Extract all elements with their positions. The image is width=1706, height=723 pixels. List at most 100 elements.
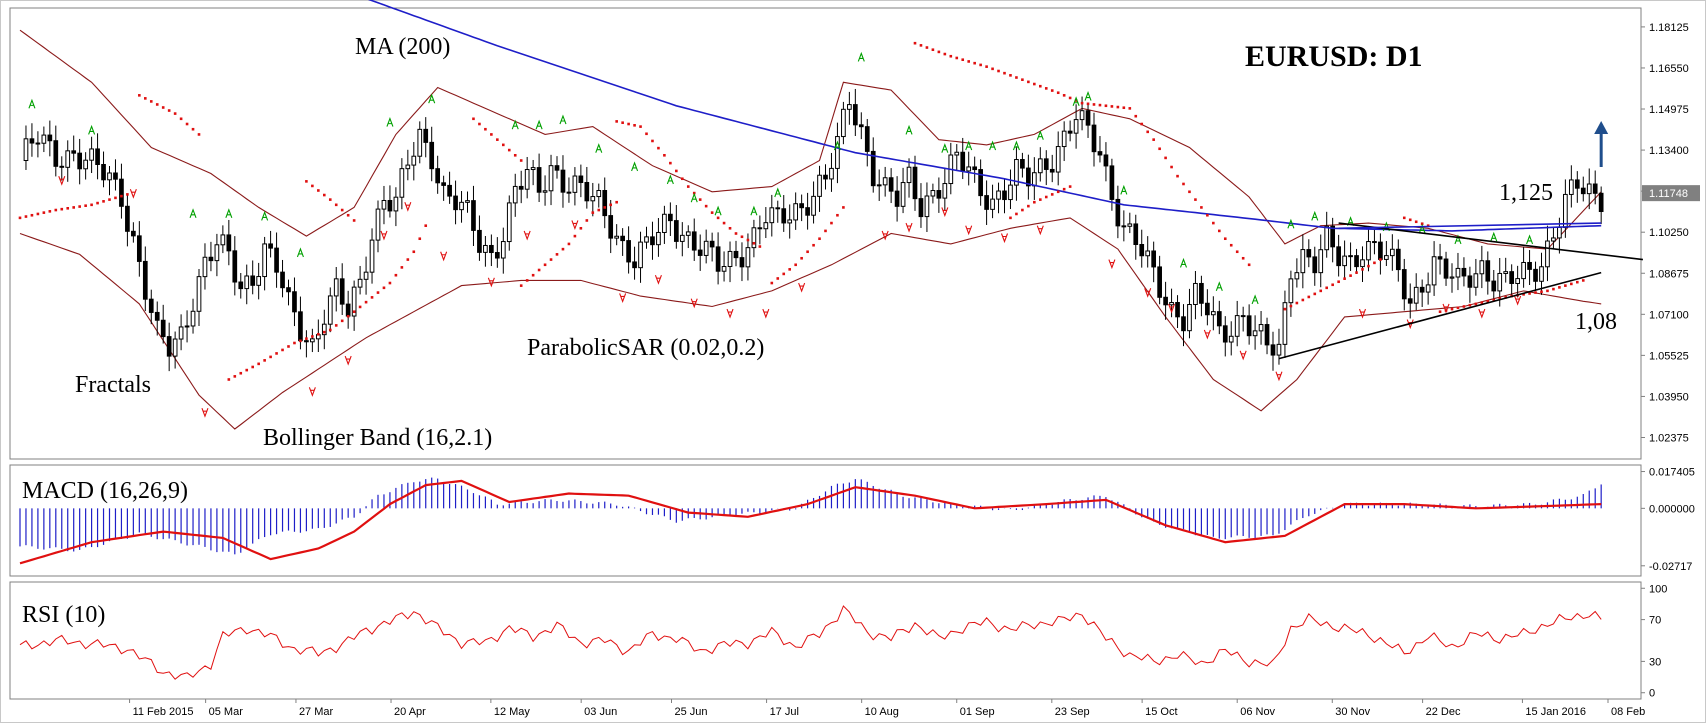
fractal-up-marker — [1120, 184, 1128, 195]
price-candle — [53, 125, 59, 177]
candle-body — [757, 227, 763, 230]
fractal-down-marker — [487, 277, 495, 288]
price-candle — [1306, 239, 1312, 268]
fractal-up-marker — [189, 208, 197, 219]
price-candle — [721, 251, 727, 282]
bollinger-upper-band — [19, 29, 1602, 250]
sar-dot — [1170, 165, 1173, 169]
sar-dot — [376, 291, 380, 294]
sar-dot — [346, 314, 350, 318]
sar-dot — [728, 226, 732, 230]
x-tick-label: 15 Oct — [1145, 706, 1177, 718]
price-candle — [620, 228, 625, 256]
x-tick-label: 22 Dec — [1426, 706, 1461, 718]
x-tick-label: 17 Jul — [770, 706, 799, 718]
sar-dot — [519, 159, 523, 162]
sar-dot — [1408, 218, 1412, 222]
sar-dot — [358, 305, 362, 309]
price-candle — [1354, 248, 1359, 274]
price-candle — [280, 259, 285, 298]
sar-dot — [597, 208, 601, 212]
sar-dot — [669, 161, 672, 165]
fractal-up-marker — [774, 187, 782, 198]
sar-dot — [698, 198, 702, 201]
price-candle — [1145, 236, 1151, 268]
sar-dot — [1247, 263, 1251, 267]
price-candle — [1395, 239, 1401, 282]
sar-dot — [800, 256, 803, 260]
price-candle — [1037, 147, 1043, 182]
price-candle — [435, 155, 441, 194]
candle-body — [978, 169, 983, 197]
price-candle — [65, 140, 71, 182]
sar-dot — [1414, 220, 1418, 224]
price-candle — [1055, 131, 1061, 186]
fractal-down-marker — [726, 308, 734, 319]
fractal-up-marker — [88, 124, 96, 135]
candle-body — [363, 271, 369, 280]
sar-dot — [1039, 84, 1042, 88]
price-candle — [220, 225, 226, 254]
price-y-tick-label: 1.13400 — [1649, 145, 1689, 157]
candle-body — [477, 229, 482, 253]
candle-body — [220, 234, 226, 246]
price-candle — [274, 232, 279, 288]
sar-dot — [78, 205, 81, 208]
candle-body — [769, 207, 775, 224]
price-candle — [542, 175, 548, 206]
sar-dot — [1062, 187, 1066, 191]
price-candle — [841, 101, 846, 145]
fractal-down-marker — [1108, 259, 1116, 270]
sar-dot — [1050, 193, 1054, 196]
price-candle — [1503, 257, 1509, 283]
macd-y-tick-label: 0.000000 — [1649, 503, 1695, 515]
price-candle — [912, 155, 918, 211]
price-candle — [560, 155, 566, 208]
candle-body — [1264, 324, 1270, 346]
sar-dot — [806, 250, 809, 254]
price-candle — [1222, 316, 1228, 357]
candle-body — [697, 249, 703, 256]
fractal-down-marker — [1478, 308, 1486, 319]
sar-dot — [1044, 87, 1048, 90]
sar-dot — [48, 210, 52, 213]
current-price-label: 1.11748 — [1649, 188, 1688, 200]
sar-dot — [603, 206, 607, 209]
sar-dot — [1295, 301, 1299, 305]
sar-dot — [1206, 213, 1209, 217]
sar-dot — [770, 281, 774, 285]
candle-body — [1240, 315, 1246, 318]
price-candle — [292, 277, 297, 327]
sar-dot — [776, 277, 780, 280]
price-candle — [1133, 214, 1139, 260]
price-y-tick-label: 1.03950 — [1649, 391, 1689, 403]
price-candle — [644, 226, 649, 249]
fractal-up-marker — [905, 124, 913, 135]
rsi-label: RSI (10) — [22, 602, 105, 628]
price-candle — [1401, 258, 1407, 311]
price-candle — [775, 200, 781, 223]
price-candle — [202, 243, 208, 290]
price-candle — [387, 185, 393, 218]
fractal-down-marker — [905, 222, 913, 233]
price-candle — [763, 207, 769, 239]
candle-body — [1395, 248, 1401, 271]
sar-dot — [818, 237, 821, 241]
sar-dot — [722, 221, 726, 225]
candle-body — [1360, 259, 1365, 268]
price-candle — [101, 151, 106, 188]
candle-body — [357, 278, 363, 288]
sar-dot — [1528, 292, 1531, 295]
candle-body — [310, 338, 315, 343]
candle-body — [131, 230, 136, 237]
sar-dot — [311, 335, 314, 338]
sar-dot — [1241, 256, 1245, 260]
candle-body — [1300, 249, 1306, 274]
candle-body — [805, 207, 810, 216]
candle-body — [882, 177, 888, 186]
sar-dot — [1450, 307, 1454, 311]
fractal-up-marker — [296, 247, 304, 258]
sar-dot — [1068, 96, 1072, 100]
sar-dot — [1158, 147, 1161, 151]
